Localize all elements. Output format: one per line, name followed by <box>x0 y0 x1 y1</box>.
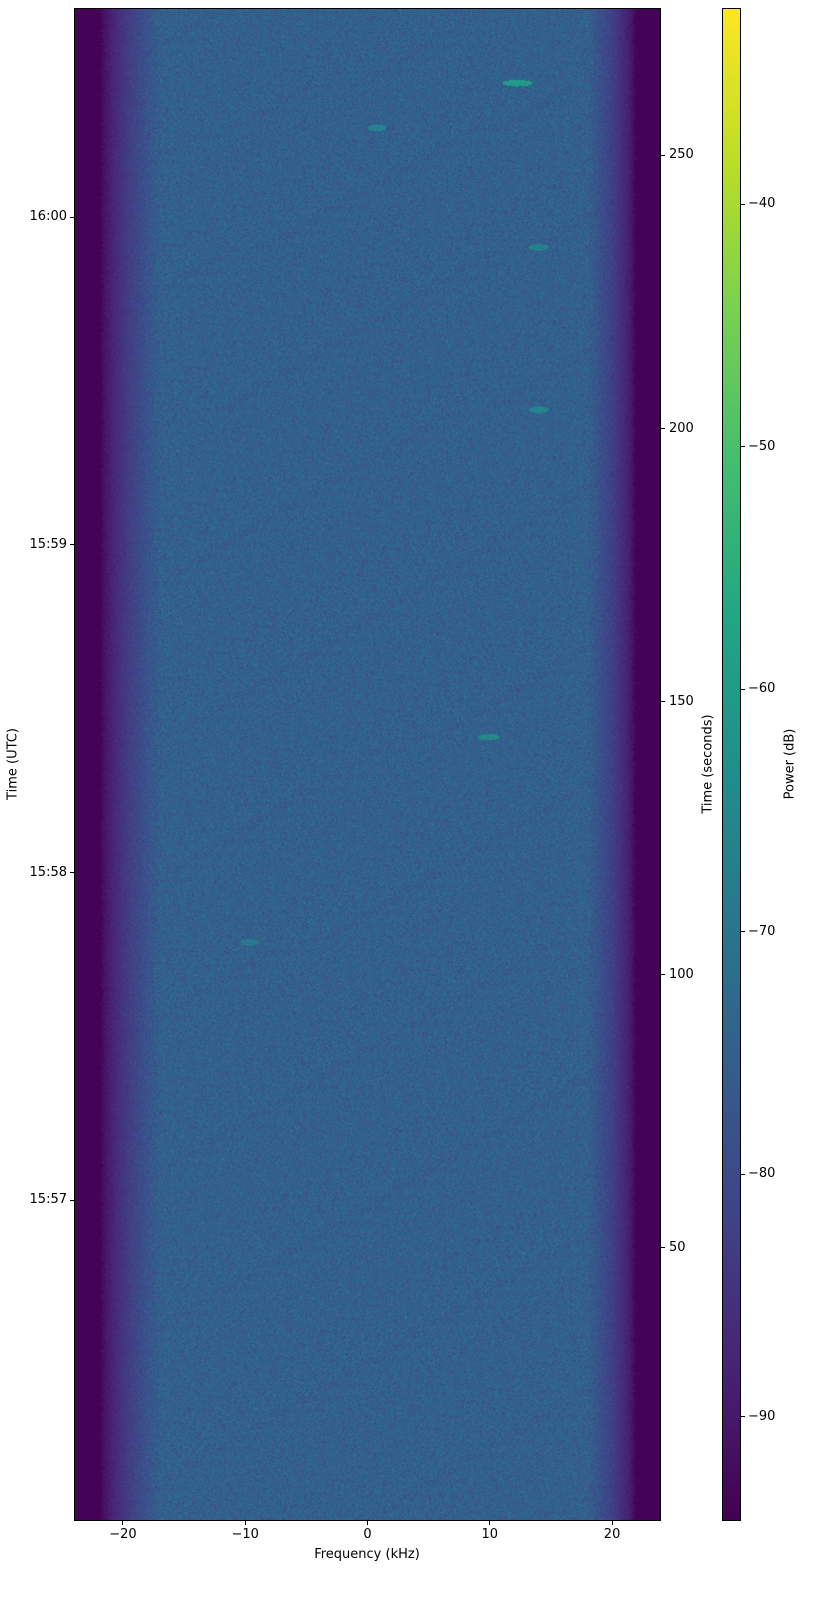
colorbar-tick-mark <box>741 203 745 205</box>
x-tick-mark <box>367 1521 368 1525</box>
colorbar-tick-mark <box>741 688 745 690</box>
x-tick-mark <box>122 1521 124 1525</box>
x-tick-label: 10 <box>481 1527 499 1542</box>
colorbar-tick-mark <box>741 446 745 448</box>
colorbar-tick-label: −50 <box>748 438 776 454</box>
y-left-tick-label: 15:58 <box>29 864 67 880</box>
y-left-tick-label: 16:00 <box>29 209 67 225</box>
colorbar-tick-label: −70 <box>748 923 776 939</box>
y-left-tick-mark <box>70 872 74 874</box>
y-right-tick-label: 50 <box>669 1239 686 1255</box>
y-left-tick-label: 15:59 <box>29 536 67 552</box>
y-right-tick-label: 150 <box>669 693 694 709</box>
x-tick-label: 0 <box>363 1527 372 1542</box>
y-left-tick-mark <box>70 1199 74 1201</box>
x-tick-label: 20 <box>603 1527 621 1542</box>
spectrogram-image <box>75 9 660 1520</box>
colorbar-gradient <box>723 9 740 1520</box>
x-tick-mark <box>611 1521 613 1525</box>
colorbar-tick-mark <box>741 931 745 933</box>
y-axis-right-label: Time (seconds) <box>700 714 716 814</box>
y-right-tick-mark <box>661 428 665 430</box>
x-tick-label: −10 <box>231 1527 259 1542</box>
y-left-tick-mark <box>70 544 74 546</box>
x-tick-mark <box>489 1521 491 1525</box>
y-left-tick-mark <box>70 216 74 218</box>
colorbar-tick-label: −80 <box>748 1166 776 1182</box>
spectrogram-plot-area <box>74 8 661 1521</box>
colorbar <box>722 8 741 1521</box>
y-right-tick-mark <box>661 974 665 976</box>
x-tick-mark <box>244 1521 246 1525</box>
colorbar-tick-label: −90 <box>748 1408 776 1424</box>
y-right-tick-mark <box>661 1247 665 1249</box>
y-axis-left-label: Time (UTC) <box>5 728 21 800</box>
colorbar-tick-label: −40 <box>748 196 776 212</box>
y-left-tick-label: 15:57 <box>29 1192 67 1208</box>
colorbar-label: Power (dB) <box>782 728 798 800</box>
x-tick-label: −20 <box>109 1527 137 1542</box>
y-right-tick-label: 100 <box>669 966 694 982</box>
y-right-tick-label: 200 <box>669 420 694 436</box>
y-right-tick-mark <box>661 154 665 156</box>
colorbar-tick-mark <box>741 1416 745 1418</box>
x-axis-label: Frequency (kHz) <box>314 1547 420 1562</box>
y-right-tick-label: 250 <box>669 147 694 163</box>
colorbar-tick-label: −60 <box>748 681 776 697</box>
y-right-tick-mark <box>661 701 665 703</box>
colorbar-tick-mark <box>741 1173 745 1175</box>
